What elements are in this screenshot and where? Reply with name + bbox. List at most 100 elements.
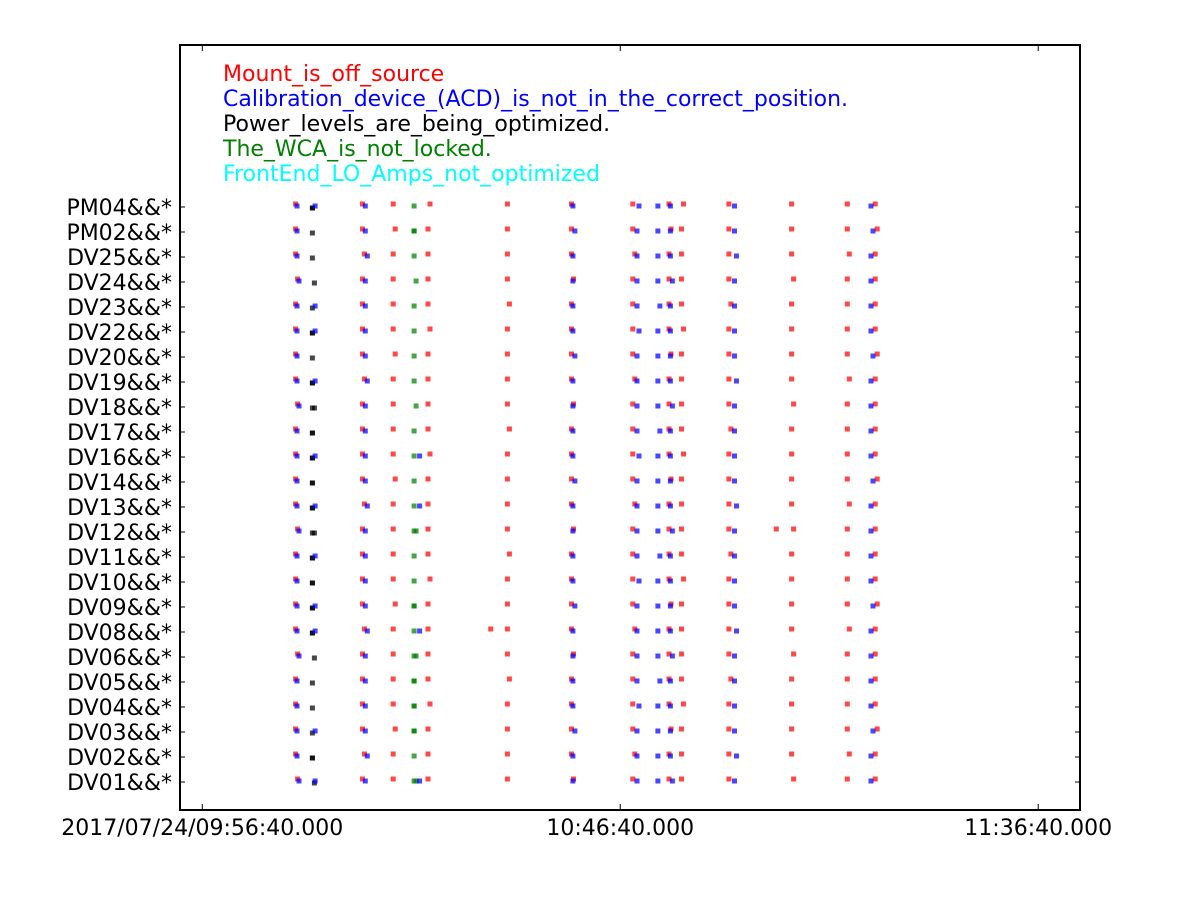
- data-point: [411, 203, 417, 209]
- data-point: [362, 653, 368, 659]
- data-point: [570, 678, 576, 684]
- data-point: [636, 328, 642, 334]
- data-point: [872, 576, 878, 582]
- data-point: [667, 353, 673, 359]
- data-point: [362, 603, 368, 609]
- data-point: [569, 601, 574, 607]
- data-point: [630, 201, 636, 207]
- data-point: [655, 203, 661, 209]
- data-point: [411, 628, 417, 634]
- data-point: [411, 553, 417, 559]
- data-point: [362, 376, 367, 382]
- x-tick-label: 10:46:40.000: [546, 816, 694, 841]
- data-point: [726, 751, 732, 757]
- data-point: [411, 703, 417, 709]
- data-point: [844, 301, 850, 307]
- data-point: [312, 378, 318, 384]
- data-point: [360, 351, 365, 357]
- data-point: [504, 726, 510, 732]
- data-point: [846, 376, 852, 382]
- data-point: [411, 353, 417, 359]
- data-point: [411, 778, 417, 784]
- legend: Mount_is_off_sourceCalibration_device_(A…: [222, 62, 848, 187]
- data-point: [392, 726, 398, 732]
- data-point: [364, 628, 370, 634]
- data-point: [360, 476, 365, 482]
- data-point: [570, 453, 576, 459]
- data-point: [874, 476, 880, 482]
- data-point: [392, 351, 398, 357]
- data-point: [488, 626, 494, 632]
- data-point: [425, 401, 431, 407]
- data-point: [666, 276, 672, 282]
- data-point: [667, 703, 673, 709]
- data-point: [411, 753, 417, 759]
- data-point: [655, 278, 661, 284]
- data-point: [789, 251, 795, 257]
- data-point: [726, 251, 732, 257]
- data-point: [504, 351, 510, 357]
- data-point: [844, 426, 850, 432]
- data-point: [679, 676, 684, 682]
- data-point: [872, 701, 878, 707]
- data-point: [364, 253, 370, 259]
- data-point: [667, 253, 673, 259]
- data-point: [868, 328, 874, 334]
- data-point: [868, 378, 874, 384]
- data-point: [634, 253, 640, 259]
- data-point: [726, 601, 732, 607]
- data-point: [294, 503, 300, 509]
- data-point: [726, 726, 732, 732]
- data-point: [294, 378, 300, 384]
- data-point: [570, 328, 576, 334]
- y-tick-label: PM02&&*: [66, 221, 172, 246]
- data-point: [726, 476, 732, 482]
- chart-marks: [293, 201, 880, 786]
- data-point: [868, 753, 874, 759]
- data-point: [872, 751, 878, 757]
- data-point: [309, 230, 315, 236]
- data-point: [655, 703, 661, 709]
- data-point: [667, 428, 673, 434]
- data-point: [679, 651, 684, 657]
- data-point: [411, 478, 417, 484]
- data-point: [681, 576, 686, 582]
- data-point: [844, 676, 850, 682]
- data-point: [360, 401, 365, 407]
- data-point: [362, 751, 367, 757]
- data-point: [655, 403, 661, 409]
- data-point: [411, 728, 417, 734]
- y-tick-label: DV01&&*: [67, 771, 172, 796]
- data-point: [362, 251, 367, 257]
- data-point: [294, 303, 300, 309]
- data-point: [846, 501, 852, 507]
- data-point: [294, 728, 300, 734]
- data-point: [679, 476, 684, 482]
- data-point: [390, 401, 396, 407]
- y-tick-label: DV22&&*: [67, 321, 172, 346]
- data-point: [872, 776, 878, 782]
- data-point: [296, 778, 302, 784]
- data-point: [655, 753, 661, 759]
- data-point: [844, 226, 850, 232]
- data-point: [390, 701, 396, 707]
- data-point: [669, 653, 675, 659]
- y-tick-label: DV14&&*: [67, 471, 172, 496]
- data-point: [504, 276, 510, 282]
- data-point: [789, 451, 795, 457]
- data-point: [411, 228, 417, 234]
- data-point: [390, 576, 396, 582]
- data-point: [392, 601, 398, 607]
- data-point: [294, 253, 300, 259]
- data-point: [732, 403, 737, 409]
- data-point: [390, 626, 396, 632]
- data-point: [667, 753, 673, 759]
- data-point: [425, 626, 431, 632]
- data-point: [630, 276, 636, 282]
- data-point: [294, 753, 300, 759]
- data-point: [844, 651, 850, 657]
- data-point: [732, 428, 737, 434]
- data-point: [634, 403, 640, 409]
- data-point: [732, 578, 737, 584]
- data-point: [362, 303, 368, 309]
